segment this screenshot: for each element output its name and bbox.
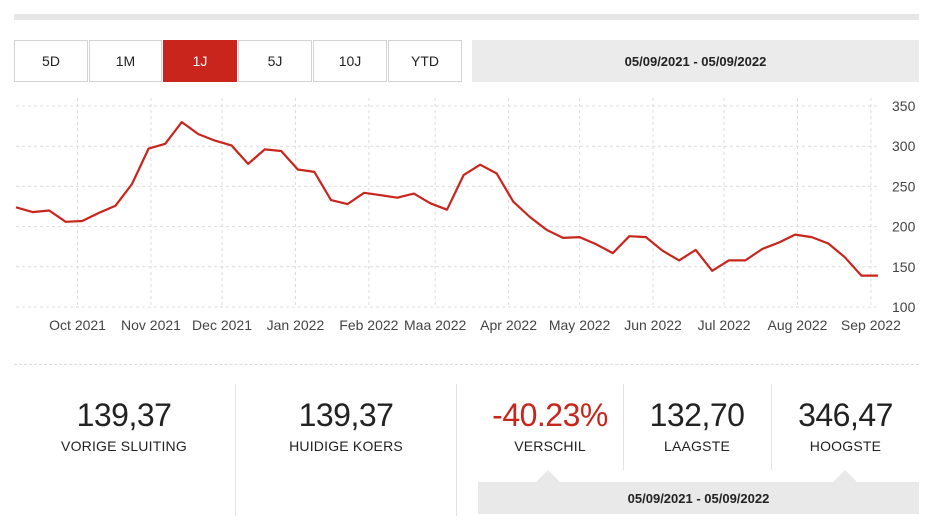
y-tick-label: 300 (892, 138, 916, 154)
stat-change: -40.23% VERSCHIL (478, 396, 622, 476)
date-range-display[interactable]: 05/09/2021 - 05/09/2022 (472, 40, 919, 82)
range-button-5j[interactable]: 5J (238, 40, 312, 82)
stat-label: LAAGSTE (664, 438, 730, 454)
pointer-notch (536, 470, 560, 482)
stat-divider (771, 384, 772, 470)
stat-value: 132,70 (649, 397, 745, 433)
stat-label: HUIDIGE KOERS (289, 438, 403, 454)
top-divider (14, 14, 919, 20)
stat-divider (235, 384, 236, 516)
range-button-1m[interactable]: 1M (89, 40, 162, 82)
range-button-5d[interactable]: 5D (14, 40, 88, 82)
x-tick-label: Feb 2022 (339, 317, 398, 333)
stats-date-range: 05/09/2021 - 05/09/2022 (478, 482, 919, 514)
stat-current-price: 139,37 HUIDIGE KOERS (236, 396, 456, 476)
pointer-notch (833, 470, 857, 482)
y-tick-label: 150 (892, 259, 916, 275)
x-tick-label: Aug 2022 (768, 317, 828, 333)
stat-divider (623, 384, 624, 470)
stat-value: 139,37 (76, 397, 172, 433)
x-tick-label: Nov 2021 (121, 317, 181, 333)
stat-value: -40.23% (492, 397, 608, 433)
stat-label: HOOGSTE (809, 438, 882, 454)
range-button-ytd[interactable]: YTD (388, 40, 462, 82)
x-tick-label: Jan 2022 (267, 317, 325, 333)
stat-divider (456, 384, 457, 516)
y-tick-label: 100 (892, 299, 916, 315)
y-tick-label: 250 (892, 178, 916, 194)
x-tick-label: Dec 2021 (192, 317, 252, 333)
x-tick-label: Jun 2022 (624, 317, 682, 333)
stat-value: 139,37 (298, 397, 394, 433)
stat-value: 346,47 (798, 397, 893, 433)
x-tick-label: Oct 2021 (49, 317, 106, 333)
chart-bottom-divider (14, 364, 919, 365)
range-button-10j[interactable]: 10J (313, 40, 387, 82)
x-tick-label: May 2022 (549, 317, 611, 333)
x-tick-label: Apr 2022 (480, 317, 537, 333)
range-button-1j[interactable]: 1J (163, 40, 237, 82)
x-tick-label: Jul 2022 (698, 317, 751, 333)
y-tick-label: 350 (892, 98, 916, 114)
stat-label: VERSCHIL (514, 438, 586, 454)
price-line-chart: 100 150 200 250 300 350 Oct 2021 Nov 2021 Dec 20… (15, 98, 916, 333)
stat-previous-close: 139,37 VORIGE SLUITING (14, 396, 234, 476)
price-series-line (15, 120, 878, 277)
y-tick-label: 200 (892, 219, 916, 235)
stat-low: 132,70 LAAGSTE (624, 396, 770, 476)
stat-label: VORIGE SLUITING (61, 438, 187, 454)
x-tick-label: Sep 2022 (841, 317, 901, 333)
stat-high: 346,47 HOOGSTE (772, 396, 919, 476)
x-tick-label: Maa 2022 (404, 317, 466, 333)
